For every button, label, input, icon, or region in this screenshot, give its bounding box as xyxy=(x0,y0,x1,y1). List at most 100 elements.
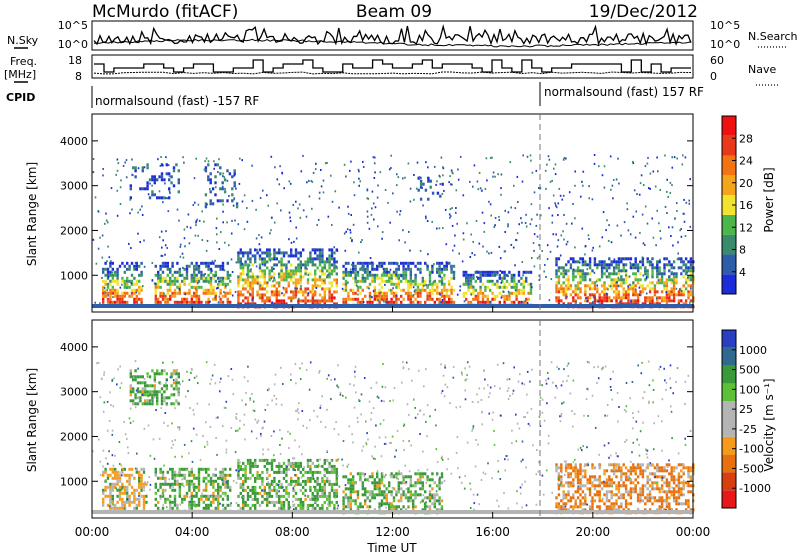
scatter-cell xyxy=(443,294,446,298)
scatter-cell xyxy=(361,261,364,265)
scatter-cell xyxy=(624,278,628,282)
scatter-cell xyxy=(188,304,190,308)
scatter-cell xyxy=(600,299,604,303)
scatter-cell xyxy=(140,467,143,471)
scatter-cell xyxy=(608,299,611,303)
scatter-cell xyxy=(563,157,566,159)
scatter-cell xyxy=(617,263,621,267)
scatter-cell xyxy=(395,273,397,276)
scatter-cell xyxy=(603,293,606,297)
scatter-cell xyxy=(658,260,661,264)
scatter-cell xyxy=(689,466,693,470)
scatter-cell xyxy=(164,182,166,185)
power-ytick-label: 3000 xyxy=(60,180,88,193)
scatter-cell xyxy=(639,231,641,234)
scatter-cell xyxy=(472,240,474,243)
scatter-cell xyxy=(591,249,594,252)
scatter-cell xyxy=(311,284,314,288)
scatter-cell xyxy=(591,466,594,470)
scatter-cell xyxy=(665,484,669,488)
scatter-cell xyxy=(472,288,475,292)
scatter-cell xyxy=(378,297,381,301)
scatter-cell xyxy=(592,296,595,299)
scatter-cell xyxy=(538,274,540,277)
scatter-cell xyxy=(193,177,196,180)
scatter-cell xyxy=(376,304,378,308)
scatter-cell xyxy=(321,506,324,510)
scatter-cell xyxy=(211,269,213,272)
scatter-cell xyxy=(676,210,678,212)
scatter-cell xyxy=(392,487,396,491)
scatter-cell xyxy=(366,267,369,271)
scatter-cell xyxy=(273,272,276,276)
scatter-cell xyxy=(378,291,381,295)
scatter-cell xyxy=(197,467,201,471)
scatter-cell xyxy=(378,502,381,506)
scatter-cell xyxy=(356,297,360,301)
scatter-cell xyxy=(680,260,683,264)
scatter-cell xyxy=(654,304,656,308)
scatter-cell xyxy=(221,467,225,471)
scatter-cell xyxy=(668,502,671,506)
scatter-cell xyxy=(567,475,570,479)
scatter-cell xyxy=(181,497,184,501)
scatter-cell xyxy=(346,228,349,231)
scatter-cell xyxy=(294,266,298,270)
scatter-cell xyxy=(465,279,468,283)
scatter-cell xyxy=(438,487,441,491)
scatter-cell xyxy=(294,482,298,486)
cpid-panel: CPID normalsound (fast) -157 RF normalso… xyxy=(6,82,704,108)
scatter-cell xyxy=(142,506,146,510)
scatter-cell xyxy=(129,390,132,394)
scatter-cell xyxy=(456,222,458,225)
scatter-cell xyxy=(352,276,355,280)
scatter-cell xyxy=(300,285,302,288)
scatter-cell xyxy=(462,282,465,286)
scatter-cell xyxy=(434,304,436,308)
scatter-cell xyxy=(481,270,485,274)
scatter-cell xyxy=(400,493,403,497)
scatter-cell xyxy=(580,304,582,308)
scatter-cell xyxy=(361,487,364,491)
scatter-cell xyxy=(586,300,588,303)
scatter-cell xyxy=(195,476,198,480)
scatter-cell xyxy=(388,484,391,488)
scatter-cell xyxy=(209,267,213,271)
scatter-cell xyxy=(246,251,250,255)
scatter-cell xyxy=(194,287,197,290)
scatter-cell xyxy=(101,256,104,259)
scatter-cell xyxy=(639,496,642,500)
scatter-cell xyxy=(672,296,676,300)
scatter-cell xyxy=(545,187,547,190)
scatter-cell xyxy=(364,294,367,298)
scatter-cell xyxy=(668,263,671,267)
scatter-cell xyxy=(564,502,568,506)
scatter-cell xyxy=(164,476,167,480)
scatter-cell xyxy=(344,270,348,274)
scatter-cell xyxy=(344,300,348,304)
scatter-cell xyxy=(440,472,444,476)
scatter-cell xyxy=(413,198,415,201)
scatter-cell xyxy=(409,285,412,289)
scatter-cell xyxy=(224,482,227,486)
scatter-cell xyxy=(610,287,613,291)
scatter-cell xyxy=(141,402,144,406)
scatter-cell xyxy=(600,266,604,270)
scatter-cell xyxy=(400,288,403,292)
scatter-cell xyxy=(404,273,408,277)
scatter-cell xyxy=(670,466,673,470)
scatter-cell xyxy=(135,503,138,507)
scatter-cell xyxy=(543,270,545,273)
scatter-cell xyxy=(581,475,585,479)
scatter-cell xyxy=(569,481,573,485)
scatter-cell xyxy=(149,182,151,185)
scatter-cell xyxy=(608,484,611,488)
scatter-cell xyxy=(316,304,318,308)
scatter-cell xyxy=(226,482,229,486)
scatter-cell xyxy=(221,294,225,298)
scatter-cell xyxy=(612,197,614,200)
scatter-cell xyxy=(675,281,678,285)
scatter-cell xyxy=(569,505,573,509)
scatter-cell xyxy=(176,479,179,483)
scatter-cell xyxy=(354,499,357,503)
